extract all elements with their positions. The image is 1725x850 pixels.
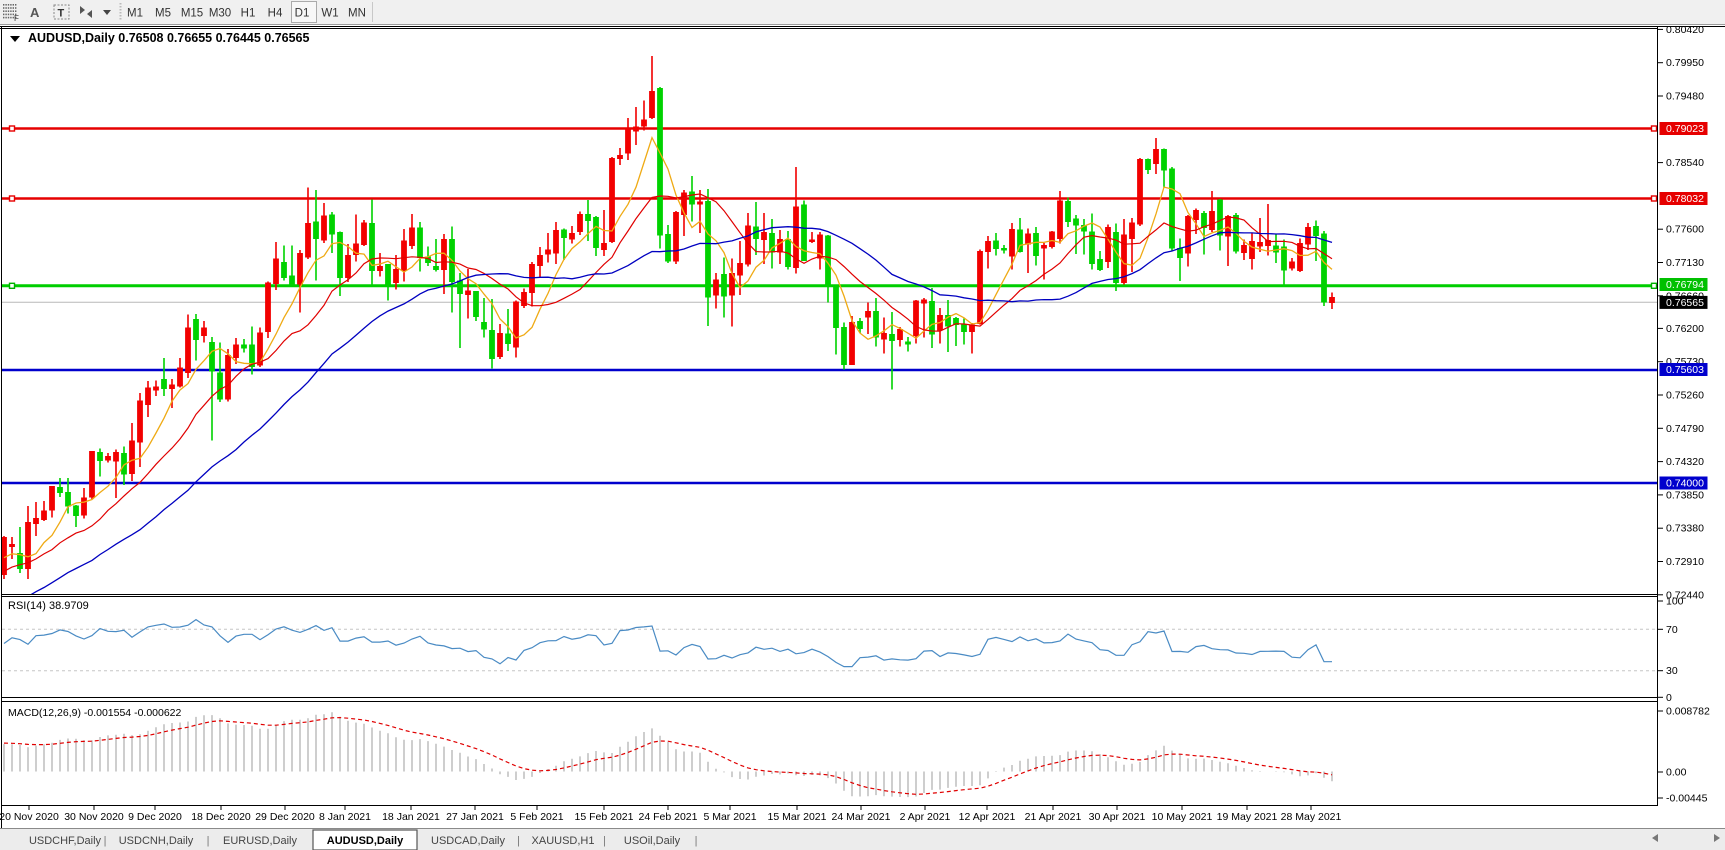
svg-text:USDCHF,Daily: USDCHF,Daily [29,835,102,847]
svg-text:24 Mar 2021: 24 Mar 2021 [832,811,891,823]
svg-text:0.75603: 0.75603 [1666,364,1704,376]
svg-text:USDCAD,Daily: USDCAD,Daily [431,835,505,847]
svg-text:0.00: 0.00 [1666,767,1687,779]
svg-text:0.72910: 0.72910 [1666,556,1704,568]
svg-text:9 Dec 2020: 9 Dec 2020 [128,811,182,823]
svg-text:100: 100 [1666,596,1684,608]
svg-text:A: A [30,5,40,20]
svg-text:AUDUSD,Daily: AUDUSD,Daily [327,835,404,847]
svg-text:0.72440: 0.72440 [1666,589,1704,601]
svg-text:10 May 2021: 10 May 2021 [1152,811,1213,823]
svg-text:0.73850: 0.73850 [1666,489,1704,501]
svg-text:M5: M5 [155,8,171,20]
svg-text:EURUSD,Daily: EURUSD,Daily [223,835,297,847]
svg-text:M15: M15 [181,8,203,20]
svg-text:15 Mar 2021: 15 Mar 2021 [768,811,827,823]
svg-text:20 Nov 2020: 20 Nov 2020 [0,811,59,823]
svg-text:28 May 2021: 28 May 2021 [1281,811,1342,823]
svg-text:AUDUSD,Daily 0.76508 0.76655: AUDUSD,Daily 0.76508 0.76655 0.76445 0.7… [28,31,309,45]
svg-text:30: 30 [1666,665,1678,677]
svg-text:USDCNH,Daily: USDCNH,Daily [119,835,194,847]
svg-text:0.79023: 0.79023 [1666,123,1704,135]
svg-text:0.80420: 0.80420 [1666,24,1704,36]
svg-text:0.74320: 0.74320 [1666,456,1704,468]
svg-text:0.79480: 0.79480 [1666,91,1704,103]
svg-text:M30: M30 [209,8,231,20]
svg-text:0: 0 [1666,692,1672,704]
svg-text:D1: D1 [295,8,310,20]
svg-text:0.79950: 0.79950 [1666,57,1704,69]
svg-text:0.76794: 0.76794 [1666,279,1704,291]
svg-text:MN: MN [348,8,366,20]
svg-text:5 Feb 2021: 5 Feb 2021 [510,811,563,823]
svg-text:70: 70 [1666,624,1678,636]
svg-text:M1: M1 [127,8,143,20]
svg-text:|: | [517,835,520,847]
svg-text:H4: H4 [268,8,283,20]
svg-text:0.77600: 0.77600 [1666,224,1704,236]
svg-text:18 Dec 2020: 18 Dec 2020 [191,811,251,823]
svg-text:|: | [104,835,107,847]
svg-text:30 Nov 2020: 30 Nov 2020 [64,811,124,823]
svg-text:0.008782: 0.008782 [1666,706,1710,718]
svg-text:19 May 2021: 19 May 2021 [1217,811,1278,823]
svg-text:0.76200: 0.76200 [1666,323,1704,335]
svg-text:MACD(12,26,9) -0.001554 -0.000: MACD(12,26,9) -0.001554 -0.000622 [8,707,182,719]
svg-text:27 Jan 2021: 27 Jan 2021 [446,811,504,823]
svg-text:30 Apr 2021: 30 Apr 2021 [1089,811,1146,823]
svg-text:24 Feb 2021: 24 Feb 2021 [639,811,698,823]
svg-text:0.77130: 0.77130 [1666,257,1704,269]
svg-text:-0.00445: -0.00445 [1666,793,1708,805]
svg-text:5 Mar 2021: 5 Mar 2021 [703,811,756,823]
svg-text:W1: W1 [321,8,338,20]
svg-text:H1: H1 [241,8,256,20]
svg-text:T: T [58,8,65,20]
svg-text:8 Jan 2021: 8 Jan 2021 [319,811,371,823]
svg-text:18 Jan 2021: 18 Jan 2021 [382,811,440,823]
svg-text:12 Apr 2021: 12 Apr 2021 [959,811,1016,823]
svg-text:|: | [695,835,698,847]
svg-text:0.73380: 0.73380 [1666,523,1704,535]
svg-text:0.78540: 0.78540 [1666,157,1704,169]
svg-text:0.74000: 0.74000 [1666,478,1704,490]
svg-text:0.75260: 0.75260 [1666,390,1704,402]
svg-text:0.76565: 0.76565 [1666,297,1704,309]
svg-text:0.74790: 0.74790 [1666,423,1704,435]
svg-text:RSI(14) 38.9709: RSI(14) 38.9709 [8,600,89,612]
svg-text:F: F [14,14,19,23]
svg-text:|: | [207,835,210,847]
svg-text:29 Dec 2020: 29 Dec 2020 [255,811,315,823]
svg-text:USOil,Daily: USOil,Daily [624,835,681,847]
svg-text:15 Feb 2021: 15 Feb 2021 [575,811,634,823]
svg-text:21 Apr 2021: 21 Apr 2021 [1025,811,1082,823]
svg-text:0.78032: 0.78032 [1666,193,1704,205]
svg-text:2 Apr 2021: 2 Apr 2021 [900,811,951,823]
svg-text:|: | [603,835,606,847]
svg-text:XAUUSD,H1: XAUUSD,H1 [532,835,595,847]
